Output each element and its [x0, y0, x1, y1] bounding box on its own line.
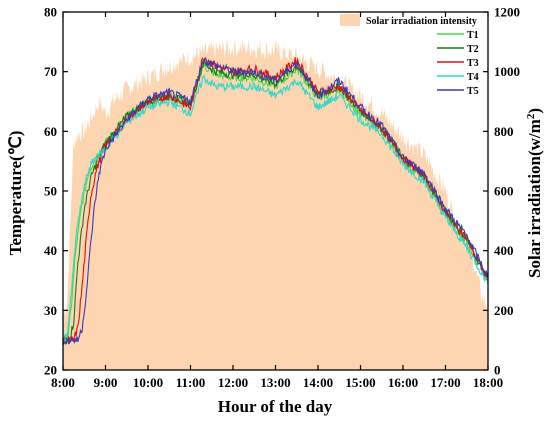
- y-right-tick-label: 1200: [494, 5, 520, 20]
- legend-label-t4: T4: [467, 72, 479, 83]
- y-axis-right-title: Solar irradiation(w/m2): [525, 108, 544, 278]
- x-tick-label: 18:00: [473, 375, 503, 390]
- y-axis-left-title: Temperature(℃): [6, 131, 25, 256]
- x-tick-label: 12:00: [218, 375, 248, 390]
- series-area-solar-irradiation: [63, 38, 488, 370]
- y-left-tick-label: 20: [44, 363, 57, 378]
- x-tick-label: 13:00: [260, 375, 290, 390]
- y-right-tick-label: 200: [494, 303, 514, 318]
- y-right-tick-label: 400: [494, 243, 514, 258]
- y-left-tick-label: 60: [44, 124, 57, 139]
- y-left-tick-label: 40: [44, 243, 57, 258]
- y-axis-right-title-main: Solar irradiation(w/m: [525, 119, 544, 278]
- x-tick-label: 17:00: [430, 375, 460, 390]
- y-right-tick-label: 600: [494, 184, 514, 199]
- y-left-tick-label: 30: [44, 303, 57, 318]
- y-right-tick-label: 0: [494, 363, 501, 378]
- y-axis-right-title-end: ): [525, 108, 544, 114]
- x-tick-label: 8:00: [51, 375, 75, 390]
- plot-layer: [63, 38, 488, 370]
- y-left-tick-label: 80: [44, 5, 57, 20]
- legend-label-solar-irradiation: Solar irradiation intensity: [366, 16, 477, 27]
- series-line-t4: [63, 73, 488, 343]
- legend-label-t3: T3: [467, 58, 479, 69]
- x-tick-label: 9:00: [94, 375, 118, 390]
- legend-label-t5: T5: [467, 86, 479, 97]
- x-tick-label: 14:00: [303, 375, 333, 390]
- legend-label-t2: T2: [467, 44, 479, 55]
- x-axis-title: Hour of the day: [218, 397, 333, 416]
- y-right-tick-label: 1000: [494, 64, 520, 79]
- y-left-tick-label: 50: [44, 184, 57, 199]
- series-line-t5: [63, 56, 488, 346]
- x-tick-label: 11:00: [176, 375, 206, 390]
- y-left-tick-label: 70: [44, 64, 57, 79]
- y-right-tick-label: 800: [494, 124, 514, 139]
- x-tick-label: 10:00: [133, 375, 163, 390]
- legend: Solar irradiation intensity T1 T2 T3 T4 T5: [340, 14, 479, 97]
- y-axis-right-title-sup: 2: [525, 113, 537, 119]
- x-tick-label: 15:00: [345, 375, 375, 390]
- legend-label-t1: T1: [467, 30, 479, 41]
- axes-layer: 8:00 9:00 10:00 11:00 12:00 13:00 14:00 15:00 16…: [44, 5, 520, 391]
- x-tick-label: 16:00: [388, 375, 418, 390]
- legend-swatch-solar-irradiation: [340, 14, 360, 26]
- plot-area: [63, 38, 488, 370]
